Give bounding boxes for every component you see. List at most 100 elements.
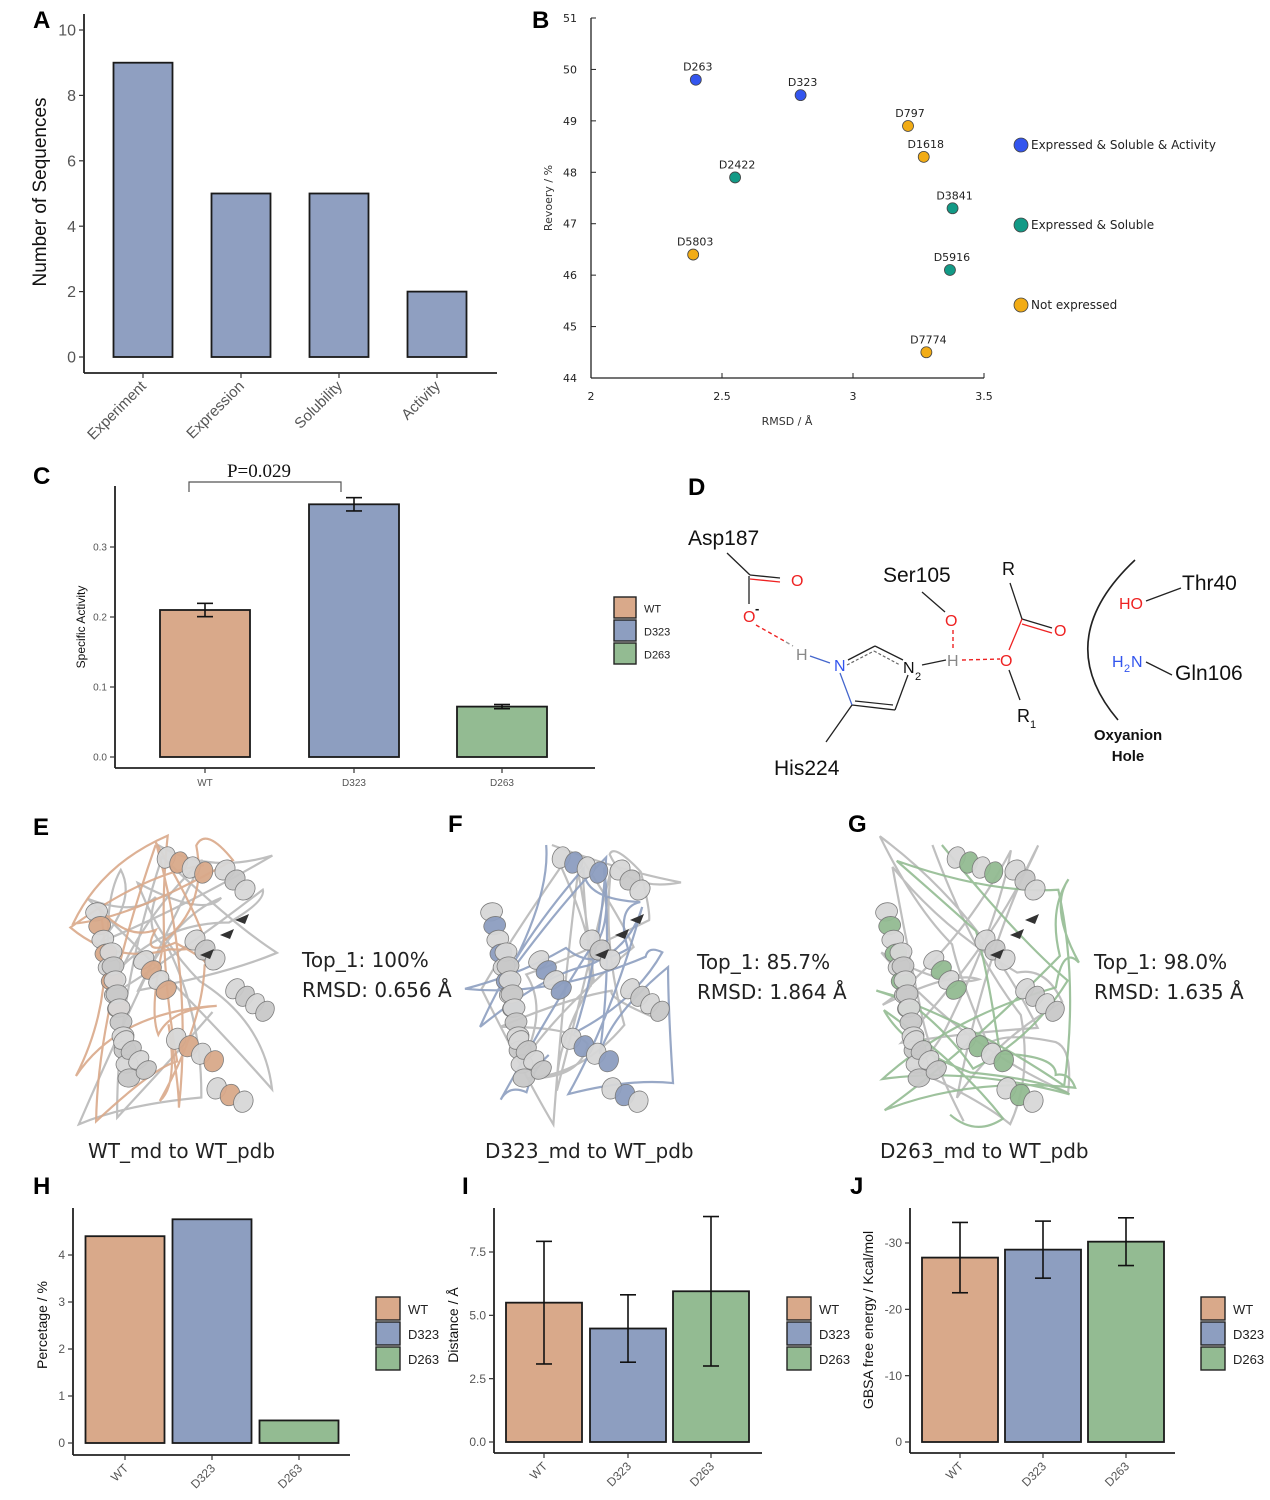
helix: [996, 1077, 1044, 1113]
y-tick-label: 0.3: [93, 543, 107, 554]
substrate-r1: R: [1017, 706, 1030, 726]
helix: [946, 846, 1004, 884]
ser-o: O: [945, 613, 957, 630]
svg-text:1: 1: [1030, 719, 1036, 731]
x-tick-label: Activity: [398, 377, 444, 423]
bar-d263: [1087, 1240, 1165, 1443]
beta-strand: [200, 949, 214, 959]
y-tick-label: 46: [563, 269, 577, 282]
y-tick-label: -30: [885, 1236, 903, 1250]
point-label-d5803: D5803: [677, 236, 713, 249]
y-tick-label: 7.5: [469, 1245, 486, 1259]
panel-label-a: A: [33, 7, 50, 34]
oxyanion-label-2: Hole: [1112, 748, 1145, 765]
legend-label-d263: D263: [819, 1352, 850, 1367]
helix-turn: [1024, 879, 1046, 901]
x-axis-label: RMSD / Å: [762, 415, 813, 428]
y-axis-label: Number of Sequences: [30, 97, 51, 286]
point-label-d797: D797: [895, 107, 924, 120]
helix-turn: [1023, 1090, 1044, 1113]
point-d2422: [729, 171, 741, 184]
beta-strand: [1025, 914, 1039, 924]
x-tick-label: D263: [490, 778, 514, 789]
helix: [225, 978, 275, 1022]
beta-strand: [595, 949, 609, 959]
legend-label-wt: WT: [644, 603, 661, 615]
point-d5916: [944, 264, 956, 276]
x-tick-label: D323: [342, 778, 366, 789]
legend-label-wt: WT: [408, 1302, 428, 1317]
y-tick-label: -20: [885, 1303, 903, 1317]
his-n2: N: [903, 660, 915, 677]
panel-g-top1: Top_1: 98.0%: [1093, 950, 1227, 974]
y-axis-label: Specific Activity: [74, 586, 88, 669]
thr-ho: HO: [1119, 596, 1143, 613]
y-tick-label: 6: [67, 153, 76, 170]
helix: [956, 1027, 1014, 1073]
panel-b-chart: 44 45 46 47 48 49 50 51 2 2.5 3 3.5 RMSD / Å Revoery …: [542, 12, 1216, 428]
bar-d323: [308, 503, 400, 758]
legend-label: Expressed & Soluble: [1031, 218, 1154, 232]
y-tick-label: 49: [563, 115, 577, 128]
y-axis-label: GBSA free energy / Kcal/mol: [860, 1231, 876, 1409]
y-tick-label: 4: [58, 1248, 65, 1262]
thr40-label: Thr40: [1182, 572, 1237, 595]
panel-c-chart: 0.0 0.1 0.2 0.3 WT D323 D263 Specific Activity W…: [74, 461, 670, 789]
legend-label: Expressed & Soluble & Activity: [1031, 138, 1216, 152]
significance-bracket: [188, 481, 342, 492]
legend-label-d263: D263: [644, 649, 670, 661]
y-tick-label: 5.0: [469, 1309, 486, 1323]
x-tick-label: D263: [275, 1461, 305, 1491]
his224-label: His224: [774, 757, 840, 780]
panel-label-h: H: [33, 1173, 50, 1200]
panel-label-i: I: [462, 1173, 469, 1200]
panel-f-structure: [464, 843, 682, 1129]
legend-marker: [1013, 217, 1029, 233]
helix-turn: [530, 1060, 552, 1080]
legend-label-d323: D323: [819, 1327, 850, 1342]
panel-f-top1: Top_1: 85.7%: [696, 950, 830, 974]
helix: [133, 950, 177, 1000]
y-tick-label: 0: [58, 1436, 65, 1450]
ser105-label: Ser105: [883, 564, 951, 587]
x-tick-label: D323: [1019, 1459, 1049, 1489]
x-tick-label: 3: [850, 390, 857, 403]
beta-strand: [990, 949, 1004, 959]
his-h1: H: [796, 647, 808, 664]
panel-e-top1: Top_1: 100%: [301, 948, 429, 972]
y-tick-label: 4: [67, 219, 76, 236]
y-tick-label: 51: [563, 12, 577, 25]
point-d323: [794, 89, 807, 102]
legend-swatch-wt: [375, 1296, 401, 1321]
bar-wt: [159, 609, 251, 758]
y-tick-label: 2: [67, 284, 76, 301]
x-tick-label: D263: [1102, 1459, 1132, 1489]
x-tick-label: 2: [588, 390, 595, 403]
helix-turn: [135, 1060, 157, 1080]
point-label-d1618: D1618: [908, 138, 944, 151]
helix: [528, 950, 572, 1000]
helix: [609, 859, 651, 901]
helix-turn: [234, 879, 256, 901]
oxyanion-bracket: [1087, 559, 1136, 721]
legend-swatch-wt: [1200, 1296, 1226, 1321]
helix: [561, 1027, 619, 1073]
legend-label-d323: D323: [1233, 1327, 1264, 1342]
beta-strand: [1010, 929, 1024, 939]
legend-label-d323: D323: [408, 1327, 439, 1342]
legend-swatch-d323: [786, 1321, 812, 1346]
x-tick-label: WT: [108, 1461, 132, 1485]
x-tick-label: D323: [188, 1461, 218, 1491]
helix: [508, 1030, 552, 1080]
y-tick-label: 8: [67, 88, 76, 105]
x-tick-label: 2.5: [713, 390, 731, 403]
legend-swatch-d323: [1200, 1321, 1226, 1346]
beta-strand: [615, 929, 629, 939]
panel-label-c: C: [33, 463, 50, 490]
asp-carbonyl-o: O: [791, 573, 803, 590]
panel-label-b: B: [532, 7, 549, 34]
panel-f-rmsd: RMSD: 1.864 Å: [697, 980, 847, 1004]
legend-swatch-wt: [613, 596, 637, 619]
legend-label: Not expressed: [1031, 298, 1117, 312]
panel-label-g: G: [848, 811, 867, 838]
